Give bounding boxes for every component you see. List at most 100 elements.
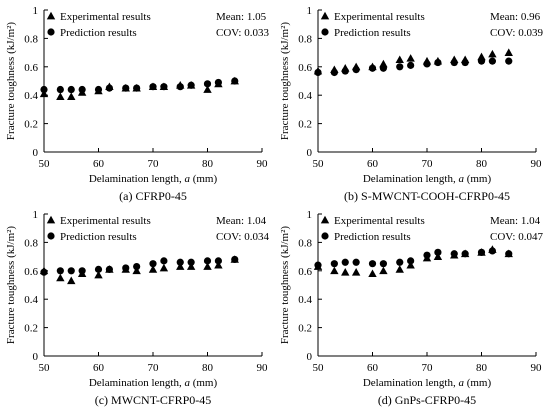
data-point-prediction xyxy=(368,260,377,268)
x-tick-label: 60 xyxy=(367,362,379,374)
data-point-prediction xyxy=(122,84,130,92)
data-point-prediction xyxy=(341,258,349,266)
x-tick-label: 60 xyxy=(93,362,105,374)
data-point-prediction xyxy=(450,250,458,258)
panel-caption: (d) GnPs-CFRP0-45 xyxy=(378,393,476,407)
data-point-prediction xyxy=(505,57,513,65)
data-point-prediction xyxy=(160,257,168,265)
y-tick-label: 0.6 xyxy=(298,62,312,74)
x-tick-label: 70 xyxy=(422,362,434,374)
data-point-prediction xyxy=(352,66,360,74)
y-tick-label: 0.8 xyxy=(298,237,312,249)
data-point-prediction xyxy=(488,247,496,255)
x-tick-label: 80 xyxy=(202,362,214,374)
y-tick-label: 0.8 xyxy=(24,33,38,45)
panel-caption: (b) S-MWCNT-COOH-CFRP0-45 xyxy=(344,189,510,203)
stat-cov: COV: 0.034 xyxy=(216,231,269,243)
data-point-prediction xyxy=(407,61,415,69)
y-tick-label: 1 xyxy=(307,5,313,17)
legend-circle-marker xyxy=(321,28,329,36)
data-point-experimental xyxy=(186,262,196,270)
data-point-prediction xyxy=(423,251,431,259)
data-point-experimental xyxy=(214,260,223,269)
y-tick-label: 1 xyxy=(33,209,39,221)
data-point-prediction xyxy=(133,262,141,271)
data-point-prediction xyxy=(505,250,513,258)
data-point-prediction xyxy=(341,67,349,75)
data-point-prediction xyxy=(477,57,486,65)
x-axis-label: Delamination length, a (mm) xyxy=(363,173,492,185)
y-tick-label: 0.8 xyxy=(298,33,312,45)
legend-label-prediction: Prediction results xyxy=(334,27,411,39)
data-point-prediction xyxy=(352,258,360,266)
data-point-prediction xyxy=(149,260,157,268)
data-point-prediction xyxy=(133,84,141,92)
data-point-prediction xyxy=(105,84,113,92)
legend-label-experimental: Experimental results xyxy=(60,215,151,227)
y-axis-label: Fracture toughness (kJ/m²) xyxy=(279,22,291,141)
data-point-prediction xyxy=(40,85,48,94)
data-point-prediction xyxy=(67,85,75,94)
legend-triangle-marker xyxy=(46,215,56,224)
data-point-prediction xyxy=(461,58,469,67)
x-tick-label: 70 xyxy=(148,362,160,374)
data-point-experimental xyxy=(379,266,388,275)
legend-circle-marker xyxy=(47,28,55,36)
data-point-experimental xyxy=(67,276,76,285)
data-point-experimental xyxy=(395,55,404,64)
legend-circle-marker xyxy=(321,232,329,240)
data-point-prediction xyxy=(314,261,322,269)
data-point-prediction xyxy=(461,250,469,258)
legend-triangle-marker xyxy=(320,11,330,20)
legend-circle-marker xyxy=(47,232,55,240)
data-point-prediction xyxy=(187,81,195,89)
legend-label-experimental: Experimental results xyxy=(334,11,425,23)
y-tick-label: 0.4 xyxy=(24,294,38,306)
stat-mean: Mean: 1.04 xyxy=(490,215,541,227)
x-axis-label: Delamination length, a (mm) xyxy=(89,377,218,389)
data-point-prediction xyxy=(396,63,404,71)
legend-label-experimental: Experimental results xyxy=(60,11,151,23)
x-tick-label: 60 xyxy=(93,158,105,170)
y-tick-label: 0.4 xyxy=(298,90,312,102)
data-point-experimental xyxy=(330,266,339,275)
panel-caption: (c) MWCNT-CFRP0-45 xyxy=(95,393,212,407)
x-tick-label: 50 xyxy=(39,362,51,374)
x-tick-label: 50 xyxy=(313,158,325,170)
data-point-prediction xyxy=(149,83,157,91)
legend-label-prediction: Prediction results xyxy=(60,231,137,243)
data-point-prediction xyxy=(434,58,442,67)
data-point-experimental xyxy=(39,89,49,98)
y-tick-label: 0.2 xyxy=(24,323,38,335)
data-point-prediction xyxy=(396,258,404,266)
y-tick-label: 0.6 xyxy=(298,266,312,278)
data-point-experimental xyxy=(56,273,65,282)
y-axis-label: Fracture toughness (kJ/m²) xyxy=(5,22,17,141)
data-point-prediction xyxy=(231,255,239,264)
data-point-prediction xyxy=(176,83,184,91)
data-point-experimental xyxy=(94,270,103,279)
data-point-prediction xyxy=(94,265,103,273)
y-tick-label: 0.2 xyxy=(24,119,38,131)
y-tick-label: 1 xyxy=(307,209,313,221)
data-point-experimental xyxy=(351,268,361,276)
x-tick-label: 90 xyxy=(257,158,269,170)
data-point-prediction xyxy=(330,68,338,77)
data-point-experimental xyxy=(488,49,497,58)
y-axis-label: Fracture toughness (kJ/m²) xyxy=(5,226,17,345)
y-tick-label: 0.4 xyxy=(298,294,312,306)
x-tick-label: 70 xyxy=(422,158,434,170)
data-point-prediction xyxy=(160,83,168,91)
y-tick-label: 0.2 xyxy=(298,119,312,131)
chart-panel-1: 0 0.2 0.4 0.6 0.8 1 50 60 70 80 90 Delamination len… xyxy=(5,5,269,203)
data-point-prediction xyxy=(231,77,239,85)
y-axis-label: Fracture toughness (kJ/m²) xyxy=(279,226,291,345)
stat-mean: Mean: 0.96 xyxy=(490,11,541,23)
data-point-prediction xyxy=(94,85,103,94)
data-point-prediction xyxy=(122,264,130,272)
data-point-experimental xyxy=(406,260,415,269)
data-point-prediction xyxy=(488,57,496,65)
x-tick-label: 80 xyxy=(476,362,488,374)
data-point-experimental xyxy=(148,265,158,273)
